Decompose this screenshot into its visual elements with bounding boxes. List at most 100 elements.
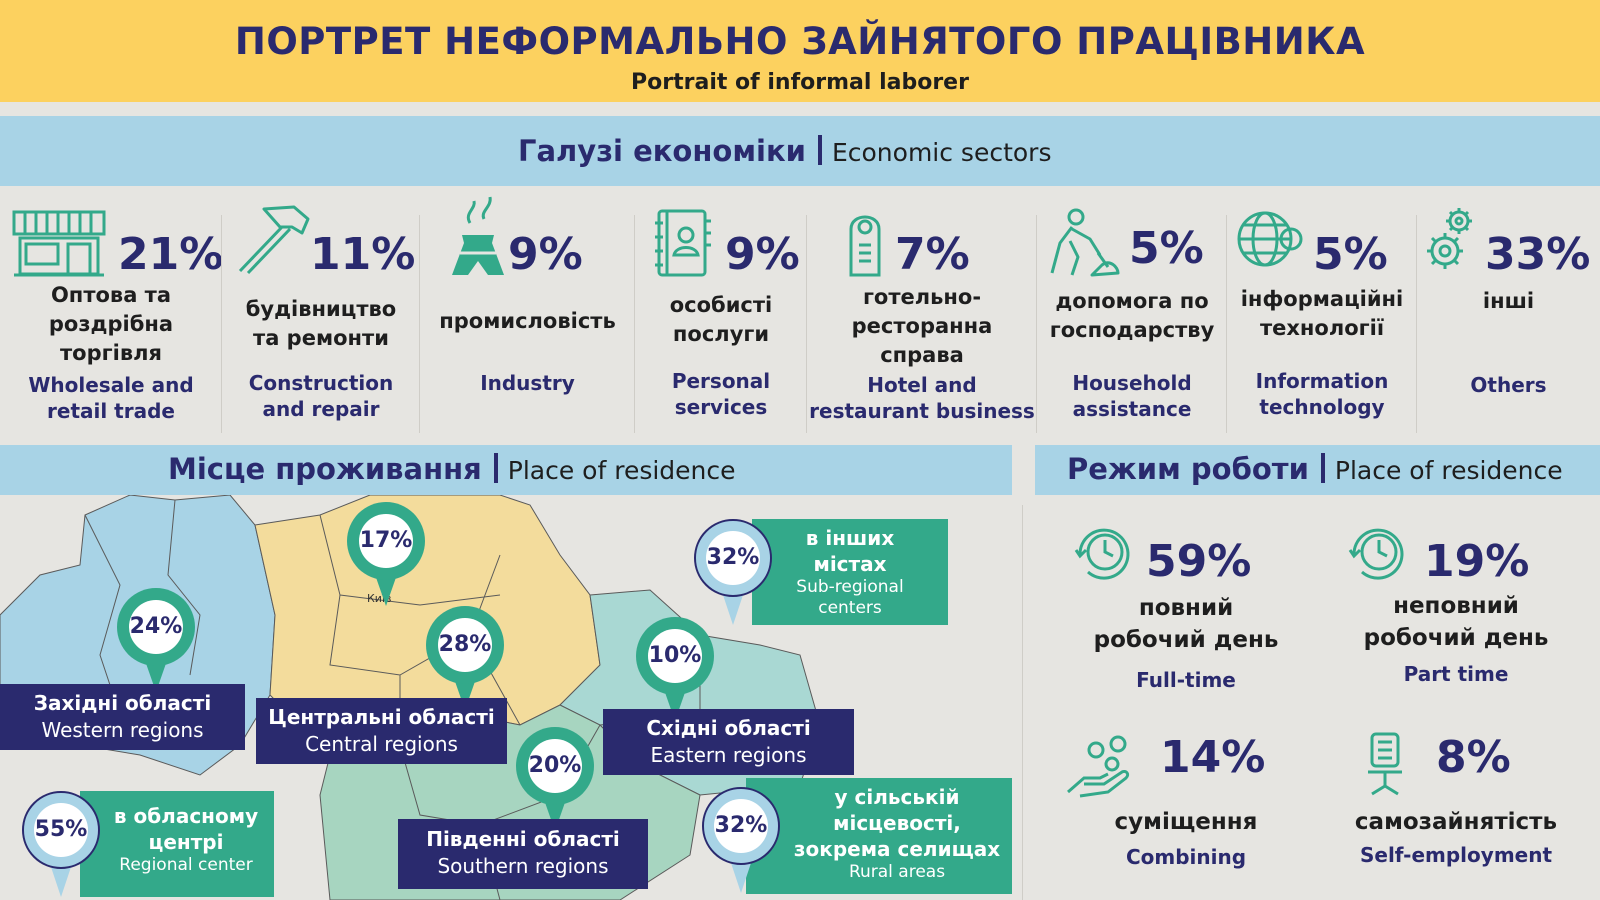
sector-divider (1416, 215, 1417, 433)
mode-label-ua-line: робочий день (1093, 627, 1279, 653)
map-pin-western: 24% (117, 588, 195, 692)
region-label-southern: Південні області Southern regions (398, 819, 648, 889)
sector-pct: 7% (895, 229, 970, 280)
mode-label-ua-line: неповний (1393, 593, 1519, 619)
sector-label-ua-line: Оптова та (50, 283, 172, 307)
mode-label-ua-line: робочий день (1363, 625, 1549, 651)
region-name-ua: Західні області (33, 691, 212, 715)
sector-pct: 5% (1313, 229, 1388, 280)
section-divider (1022, 505, 1023, 900)
mode-label-en: Self-employment (1359, 843, 1553, 867)
sector-label-en-line: assistance (1072, 397, 1192, 421)
sector-divider (1036, 215, 1037, 433)
sector-construction: 11% будівництво та ремонти Construction … (222, 195, 420, 435)
sector-divider (1226, 215, 1227, 433)
work-mode-parttime: 19% неповний робочий день Part time (1322, 520, 1590, 700)
region-name-en: Central regions (305, 732, 458, 756)
residence-heading-ua: Місце проживання (168, 452, 482, 486)
mode-label-en: Combining (1125, 845, 1247, 869)
sector-label-en-line: Construction (248, 371, 394, 395)
settlement-ua-line: зокрема селищах (793, 837, 1001, 861)
page-subtitle: Portrait of informal laborer (631, 70, 969, 95)
region-label-eastern: Східні області Eastern regions (603, 709, 854, 775)
sector-label-en-line: Wholesale and (28, 373, 194, 397)
factory-icon (452, 196, 504, 275)
map-pin-kyiv: 17% (347, 502, 425, 606)
pin-regional: 55% (22, 791, 100, 897)
residence-band: Місце проживання Place of residence (0, 445, 1012, 495)
region-label-western: Західні області Western regions (0, 684, 245, 750)
region-name-en: Eastern regions (650, 743, 807, 767)
settlement-en-line: Rural areas (848, 862, 946, 882)
pin-rural: 32% (702, 787, 780, 893)
pin-pct: 32% (706, 531, 760, 585)
clock-cycle-icon (1074, 528, 1130, 580)
sector-pct: 9% (725, 229, 800, 280)
settlement-en-line: Sub-regional (796, 577, 904, 597)
pin-pct: 24% (129, 600, 183, 654)
sector-label-en-line: Personal (671, 369, 771, 393)
pin-pct: 10% (648, 629, 702, 683)
sector-pct: 11% (310, 229, 416, 280)
sector-industry: 9% промисловість Industry (420, 195, 635, 435)
sectors-heading: Галузі економіки Economic sectors (518, 134, 1052, 168)
residence-heading: Місце проживання Place of residence (168, 452, 736, 486)
work-mode-selfemployment: 8% самозайнятість Self-employment (1322, 730, 1590, 890)
settlement-en-line: centers (818, 598, 882, 618)
sector-pct: 5% (1129, 223, 1204, 274)
sector-label-ua-line: будівництво (245, 297, 397, 321)
sector-hotel-restaurant: 7% готельно- ресторанна справа Hotel and… (807, 195, 1037, 435)
sector-label-ua-line: готельно- (862, 285, 982, 309)
mode-label-ua-line: суміщення (1114, 809, 1258, 835)
map-pin-eastern: 10% (636, 617, 714, 721)
sector-divider (806, 215, 807, 433)
sector-others: 33% інші Others (1417, 195, 1600, 435)
sectors-heading-ua: Галузі економіки (518, 134, 806, 168)
region-name-en: Southern regions (437, 854, 609, 878)
sector-divider (419, 215, 420, 433)
hand-people-icon (1067, 735, 1130, 798)
sector-label-ua-line: ресторанна (851, 314, 993, 338)
map-pin-southern: 20% (516, 727, 594, 831)
mode-label-en: Full-time (1136, 668, 1236, 692)
office-chair-icon (1368, 732, 1402, 796)
gears-icon (1427, 208, 1472, 269)
sector-divider (221, 215, 222, 433)
clock-cycle-icon (1348, 528, 1404, 580)
mode-pct: 59% (1146, 536, 1252, 587)
sector-label-ua-line: справа (880, 343, 964, 367)
sector-it: 5% інформаційні технології Information t… (1227, 195, 1417, 435)
map-borders-central (319, 514, 521, 745)
settlement-ua-line: в інших (805, 526, 895, 550)
sector-label-en-line: services (674, 395, 768, 419)
settlement-ua-line: містах (813, 552, 887, 576)
sector-label-en-line: Industry (480, 371, 575, 395)
sector-label-en-line: Household (1072, 371, 1192, 395)
sector-label-en-line: technology (1259, 395, 1385, 419)
sectors-heading-en: Economic sectors (831, 138, 1052, 167)
pin-pct: 55% (34, 803, 88, 857)
mode-pct: 19% (1424, 536, 1530, 587)
sector-pct: 21% (118, 229, 224, 280)
sector-label-ua-line: технології (1259, 316, 1385, 340)
region-name-ua: Південні області (426, 827, 620, 851)
contact-book-icon (655, 209, 711, 277)
mode-label-ua-line: повний (1138, 595, 1234, 621)
work-mode-heading-en: Place of residence (1334, 456, 1563, 485)
work-mode-band: Режим роботи Place of residence (1035, 445, 1600, 495)
header-banner: ПОРТРЕТ НЕФОРМАЛЬНО ЗАЙНЯТОГО ПРАЦІВНИКА… (0, 0, 1600, 102)
sector-label-ua-line: торгівля (60, 341, 162, 365)
sector-label-en-line: retail trade (47, 399, 175, 423)
pin-pct: 20% (528, 739, 582, 793)
sector-label-ua-line: особисті (669, 293, 773, 317)
pin-subregional: 32% (694, 519, 772, 625)
pin-pct: 17% (359, 514, 413, 568)
settlement-ua-line: в обласному (113, 804, 259, 828)
sector-label-ua-line: господарству (1049, 318, 1215, 342)
hammer-icon (238, 205, 310, 275)
settlement-en-line: Regional center (119, 855, 253, 875)
sectors-band: Галузі економіки Economic sectors (0, 116, 1600, 186)
region-name-en: Western regions (41, 718, 204, 742)
work-mode-fulltime: 59% повний робочий день Full-time (1050, 520, 1322, 700)
sector-label-ua-line: допомога по (1055, 289, 1209, 313)
